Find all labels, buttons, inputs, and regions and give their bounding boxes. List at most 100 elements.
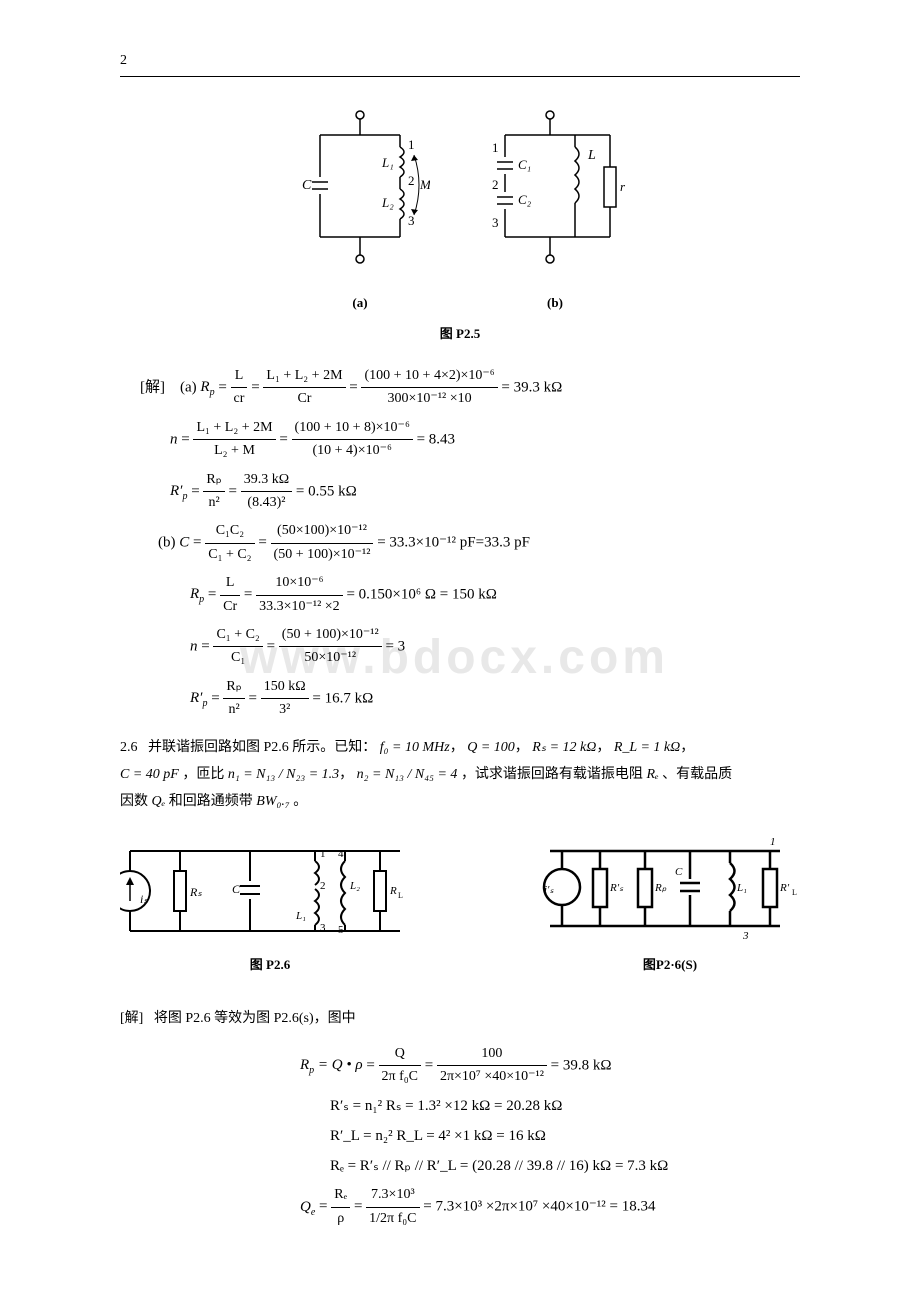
svg-text:L: L (792, 888, 797, 897)
n: (50 + 100)×10⁻¹² (279, 624, 382, 647)
sol-label: [解] (140, 379, 165, 395)
svg-text:C₁: C₁ (518, 157, 531, 172)
pn: 2.6 (120, 740, 138, 755)
circuit-b-label: (b) (480, 293, 630, 314)
circuit-b-svg: 1 C₁ 2 C₂ 3 L r (480, 107, 630, 287)
eq-n-a: n = L₁ + L₂ + 2ML₂ + M = (100 + 10 + 8)×… (170, 417, 800, 463)
n: 7.3×10³ (366, 1184, 419, 1207)
n: Rₚ (203, 469, 224, 492)
eq-re: Rₑ = R′ₛ // Rₚ // R′_L = (20.28 // 39.8 … (330, 1154, 800, 1178)
solution-26-eqs: Rp = Q • ρ = Q2π f₀C = 1002π×10⁷ ×40×10⁻… (300, 1043, 800, 1231)
rs: Rₛ = 12 kΩ (532, 740, 596, 755)
svg-text:C: C (675, 866, 683, 878)
d: 2π f₀C (379, 1066, 421, 1088)
n: (100 + 10 + 8)×10⁻⁶ (292, 417, 413, 440)
r: = 8.43 (417, 431, 455, 447)
svg-text:2: 2 (320, 880, 326, 892)
n: (100 + 10 + 4×2)×10⁻⁶ (361, 365, 497, 388)
svg-text:C: C (302, 178, 312, 193)
svg-text:iₛ: iₛ (140, 892, 148, 906)
f0: f₀ = 10 MHz (380, 740, 450, 755)
svg-text:R: R (389, 885, 397, 897)
qe: Qₑ (152, 794, 166, 809)
svg-text:3: 3 (320, 922, 326, 934)
svg-text:1: 1 (770, 836, 776, 848)
rl: R_L = 1 kΩ (614, 740, 680, 755)
p26-right-caption: 图P2·6(S) (540, 955, 800, 976)
t6: 和回路通频带 (169, 794, 253, 809)
svg-text:Rₛ: Rₛ (189, 885, 202, 899)
d: 33.3×10⁻¹² ×2 (256, 596, 343, 618)
d: Cr (263, 388, 345, 410)
d: (10 + 4)×10⁻⁶ (292, 440, 413, 462)
svg-text:L: L (398, 891, 403, 900)
d: n² (203, 492, 224, 514)
q: Q = 100 (467, 740, 515, 755)
r: = 39.8 kΩ (551, 1057, 612, 1073)
eq-qe-26: Qe = Rₑρ = 7.3×10³1/2π f₀C = 7.3×10³ ×2π… (300, 1184, 800, 1230)
d: 50×10⁻¹² (279, 647, 382, 669)
svg-text:3: 3 (492, 215, 499, 230)
d: 1/2π f₀C (366, 1208, 419, 1230)
t7: 。 (293, 794, 307, 809)
circuit-a-svg: C 1 L₁ 2 L₂ 3 M (290, 107, 430, 287)
circuit-a-label: (a) (290, 293, 430, 314)
c: C = 40 pF (120, 767, 179, 782)
svg-text:M: M (419, 177, 430, 192)
p26-right-svg: 1 3 i′ₛ R′ₛ Rₚ C (540, 831, 800, 951)
svg-text:C₂: C₂ (518, 192, 532, 207)
svg-text:1: 1 (408, 137, 415, 152)
n: L₁ + L₂ + 2M (193, 417, 275, 440)
svg-text:L₂: L₂ (381, 195, 394, 210)
d: cr (231, 388, 248, 410)
d: C₁ + C₂ (205, 544, 254, 566)
svg-text:R′ₛ: R′ₛ (609, 882, 624, 894)
d: L₂ + M (193, 440, 275, 462)
svg-text:Rₚ: Rₚ (654, 882, 667, 894)
r: = 33.3×10⁻¹² pF=33.3 pF (377, 535, 530, 551)
eq-rp-b: Rp = LCr = 10×10⁻⁶33.3×10⁻¹² ×2 = 0.150×… (190, 572, 800, 618)
r: = 16.7 kΩ (312, 690, 373, 706)
svg-text:L₁: L₁ (736, 882, 747, 894)
solution-25: [解] (a) Rp = Lcr = L₁ + L₂ + 2MCr = (100… (140, 365, 800, 721)
circuit-p26-left: iₛ Rₛ C 1 2 L₁ 3 4 L₂ 5 (120, 831, 420, 996)
re: Rₑ (646, 767, 658, 782)
eq-n-b: n = C₁ + C₂C₁ = (50 + 100)×10⁻¹²50×10⁻¹²… (190, 624, 800, 670)
p26-left-svg: iₛ Rₛ C 1 2 L₁ 3 4 L₂ 5 (120, 831, 420, 951)
d: Cr (220, 596, 240, 618)
d: n² (223, 699, 244, 721)
d: 3² (261, 699, 309, 721)
n: L₁ + L₂ + 2M (263, 365, 345, 388)
t3: ，试求谐振回路有载谐振电阻 (461, 767, 643, 782)
t5: 因数 (120, 794, 148, 809)
svg-text:i′ₛ: i′ₛ (544, 884, 554, 896)
eq-c-b: (b) C = C₁C₂C₁ + C₂ = (50×100)×10⁻¹²(50 … (158, 520, 800, 566)
n: L (220, 572, 240, 595)
eq-rlprime: R′_L = n₂² R_L = 4² ×1 kΩ = 16 kΩ (330, 1124, 800, 1148)
n: L (231, 365, 248, 388)
bw: BW₀.₇ (256, 794, 289, 809)
t4: 、有载品质 (662, 767, 732, 782)
n: (50×100)×10⁻¹² (271, 520, 374, 543)
n: 100 (437, 1043, 547, 1066)
eq-rp-a: [解] (a) Rp = Lcr = L₁ + L₂ + 2MCr = (100… (140, 365, 800, 411)
r: = 0.150×10⁶ Ω = 150 kΩ (346, 586, 496, 602)
page-number: 2 (120, 50, 800, 77)
svg-text:C: C (232, 882, 241, 896)
d: C₁ (213, 647, 262, 669)
r: = 3 (385, 638, 405, 654)
n1: n₁ = N₁₃ / N₂₃ = 1.3 (228, 767, 339, 782)
part-b-label: (b) (158, 535, 176, 551)
n: 39.3 kΩ (241, 469, 292, 492)
svg-text:R′: R′ (779, 882, 790, 894)
svg-text:1: 1 (492, 140, 499, 155)
eq-rp-26: Rp = Q • ρ = Q2π f₀C = 1002π×10⁷ ×40×10⁻… (300, 1043, 800, 1089)
r: = 0.55 kΩ (296, 483, 357, 499)
svg-text:3: 3 (742, 930, 749, 942)
svg-text:L₂: L₂ (349, 880, 360, 892)
n: Rₚ (223, 676, 244, 699)
solution-26-intro: [解] 将图 P2.6 等效为图 P2.6(s)，图中 (120, 1006, 800, 1033)
d: (50 + 100)×10⁻¹² (271, 544, 374, 566)
n: 150 kΩ (261, 676, 309, 699)
part-a-label: (a) (180, 379, 197, 395)
